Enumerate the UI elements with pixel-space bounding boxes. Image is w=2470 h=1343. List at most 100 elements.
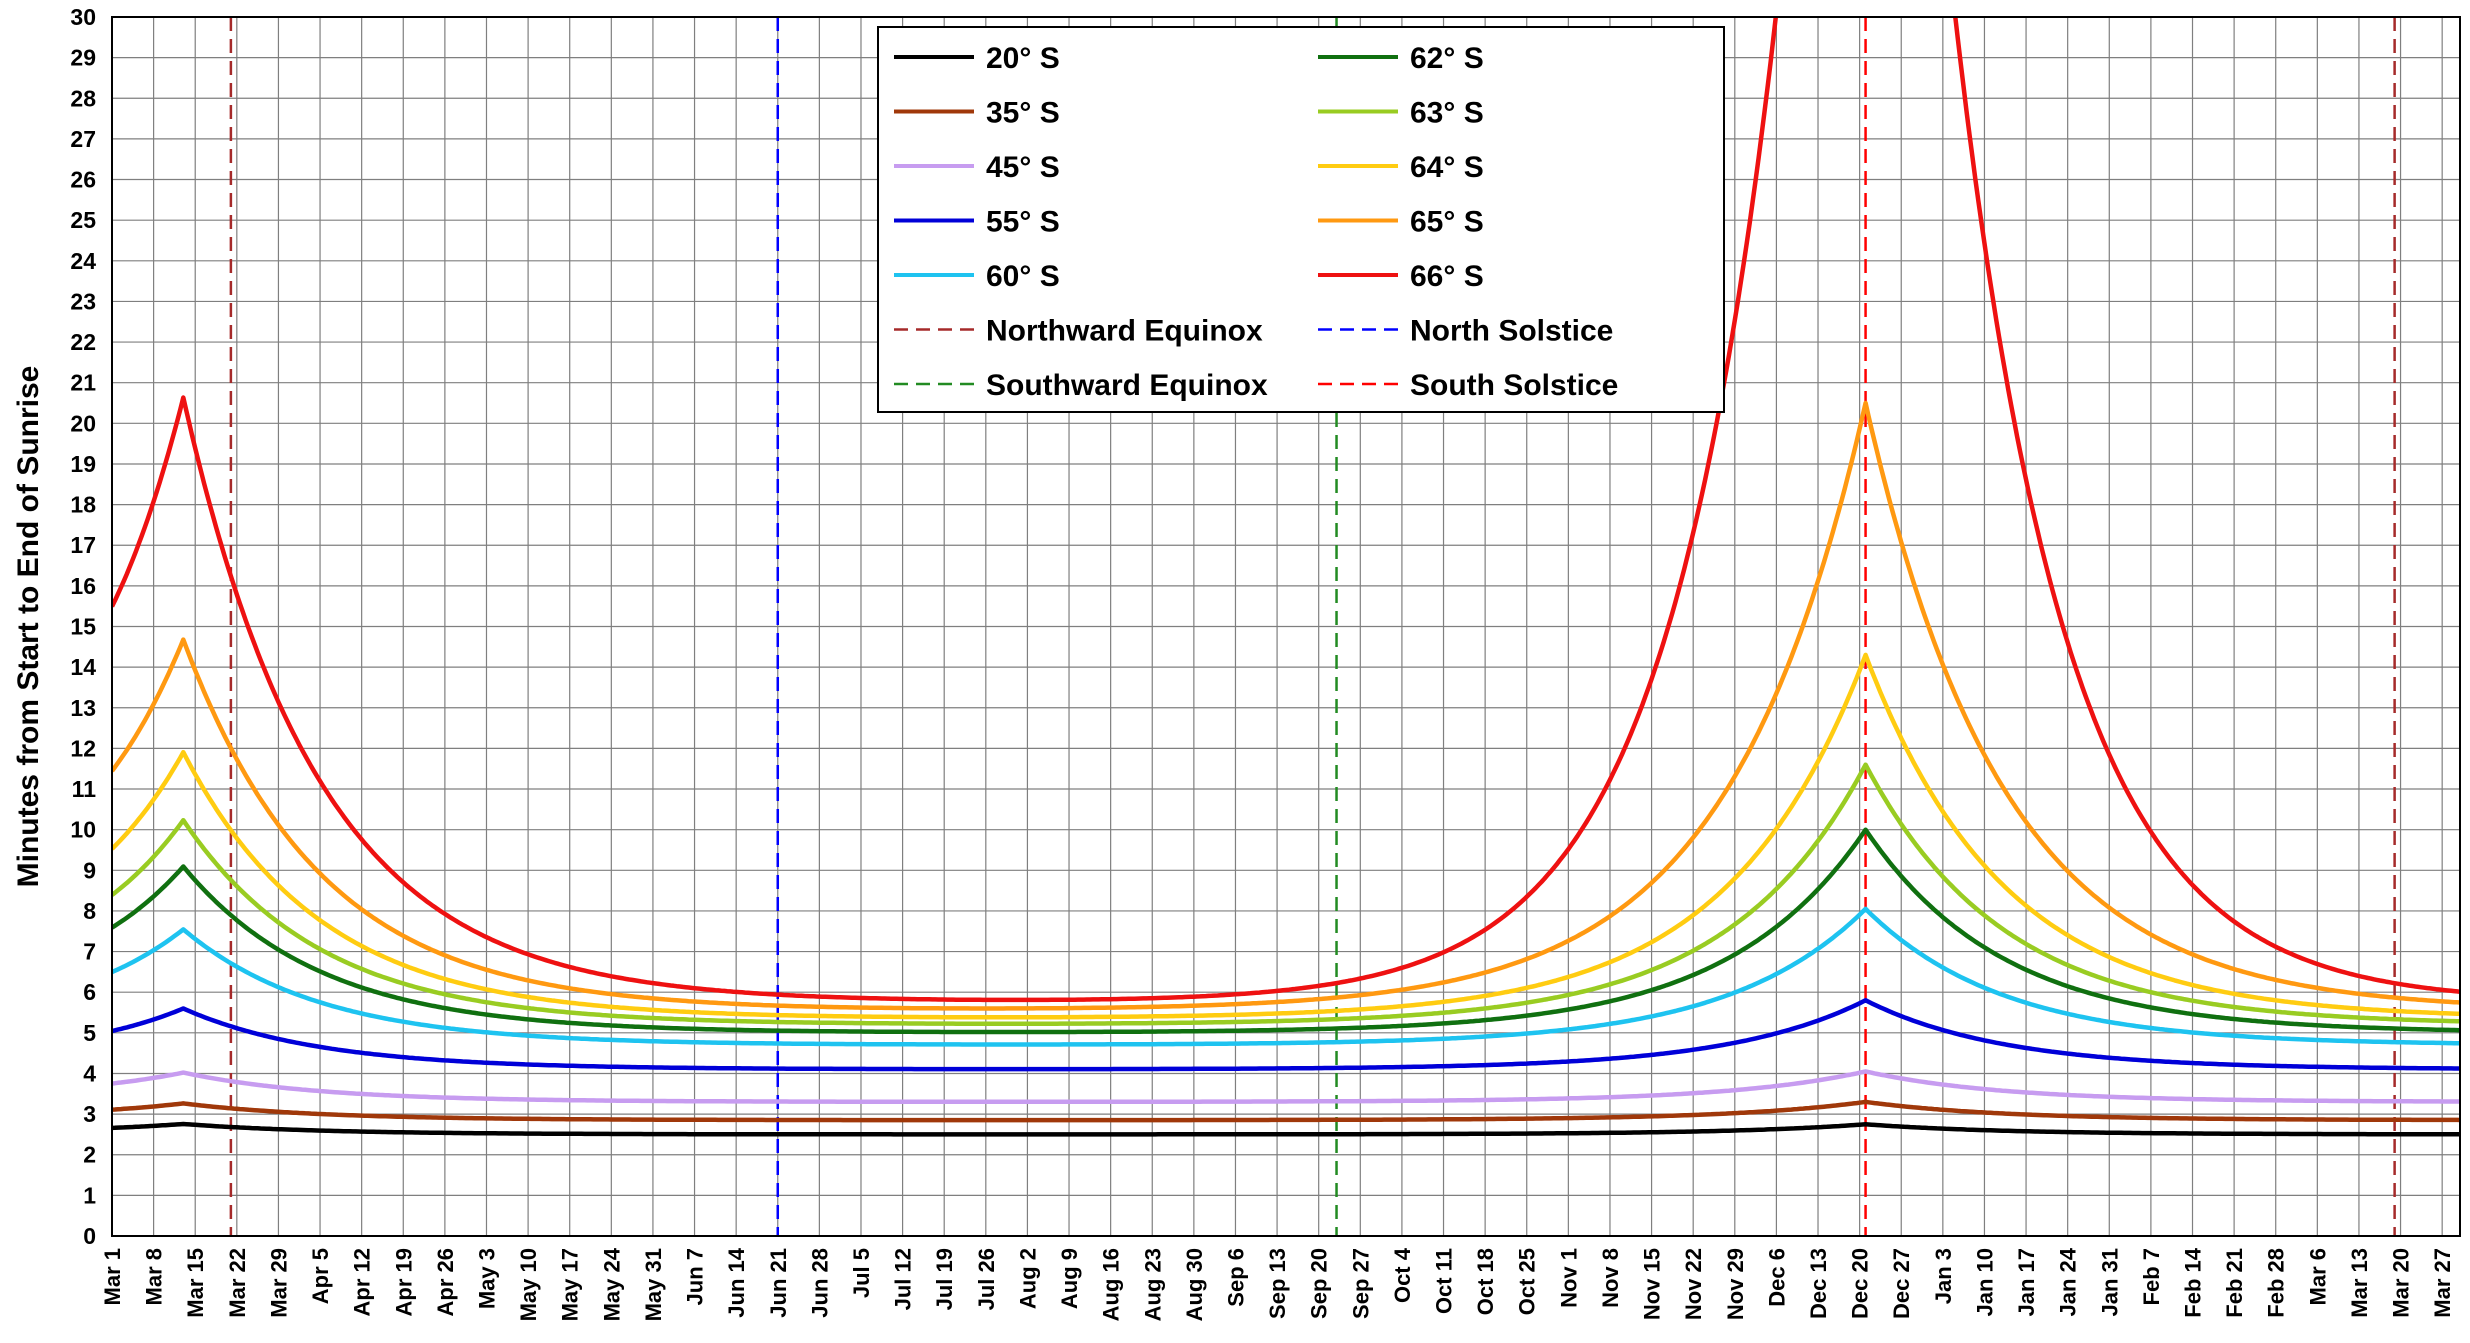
x-tick-label: Aug 30 [1182, 1248, 1207, 1321]
x-tick-label: Dec 13 [1806, 1248, 1831, 1319]
series-lines [112, 17, 2460, 1137]
series-line [112, 827, 2460, 1035]
x-tick-labels: Mar 1 Mar 8 Mar 15 Mar 22 Mar 29 Apr 5 Apr 12 A… [100, 1247, 2455, 1321]
x-tick-label: Jan 3 [1931, 1248, 1956, 1304]
series-line [112, 17, 2460, 1003]
x-tick-label: Feb 14 [2181, 1247, 2206, 1317]
y-tick-label: 17 [70, 532, 96, 558]
y-tick-label: 19 [70, 451, 96, 477]
y-tick-label: 3 [83, 1101, 96, 1127]
x-tick-label: Feb 28 [2264, 1248, 2289, 1318]
plot-frame [111, 16, 2461, 1237]
x-tick-label: Mar 22 [225, 1248, 250, 1318]
x-tick-label: Aug 23 [1140, 1248, 1165, 1321]
x-tick-label: Aug 2 [1015, 1248, 1040, 1309]
series-line [112, 762, 2460, 1026]
y-tick-label: 8 [83, 898, 96, 924]
x-tick-label: Oct 4 [1390, 1247, 1415, 1303]
legend-label: South Solstice [1410, 369, 1618, 402]
y-tick-label: 26 [70, 167, 96, 193]
x-tick-label: Jul 19 [932, 1248, 957, 1310]
y-tick-label: 30 [70, 4, 96, 30]
y-axis-label: Minutes from Start to End of Sunrise [12, 366, 45, 888]
y-tick-label: 13 [70, 695, 96, 721]
y-tick-label: 24 [70, 248, 96, 274]
x-tick-label: Mar 13 [2347, 1248, 2372, 1318]
x-tick-label: Mar 8 [142, 1248, 167, 1305]
y-tick-label: 4 [83, 1060, 96, 1086]
x-tick-label: Jun 28 [807, 1248, 832, 1318]
x-tick-label: Nov 29 [1723, 1248, 1748, 1320]
legend-box [877, 26, 1725, 413]
y-tick-label: 2 [83, 1142, 96, 1168]
x-tick-label: Jun 14 [724, 1247, 749, 1317]
x-tick-label: Oct 25 [1515, 1248, 1540, 1315]
legend-label: 60° S [986, 260, 1060, 293]
x-tick-label: Feb 21 [2222, 1248, 2247, 1318]
x-tick-label: May 10 [516, 1248, 541, 1321]
y-tick-label: 6 [83, 979, 96, 1005]
legend-label: 45° S [986, 151, 1060, 184]
y-tick-label: 27 [70, 126, 96, 152]
x-tick-label: Jul 26 [974, 1248, 999, 1310]
y-tick-label: 9 [83, 857, 96, 883]
y-tick-label: 29 [70, 45, 96, 71]
x-tick-label: Dec 27 [1889, 1248, 1914, 1319]
x-tick-label: Mar 27 [2430, 1248, 2455, 1318]
series-line [112, 1121, 2460, 1137]
y-tick-label: 25 [70, 207, 96, 233]
legend-label: 64° S [1410, 151, 1484, 184]
legend-label: 63° S [1410, 97, 1484, 130]
legend-label: 62° S [1410, 42, 1484, 75]
series-line [112, 652, 2460, 1020]
x-tick-label: Mar 1 [100, 1248, 125, 1305]
x-tick-label: Mar 20 [2389, 1248, 2414, 1318]
x-tick-label: Jul 5 [849, 1248, 874, 1298]
x-tick-label: Jul 12 [891, 1248, 916, 1310]
legend: 20° S 62° S 35° S 63° S 45° S 64° S 55° S 65° S… [877, 26, 1725, 413]
x-tick-label: Sep 27 [1348, 1248, 1373, 1319]
y-tick-label: 7 [83, 939, 96, 965]
x-tick-label: Dec 6 [1764, 1248, 1789, 1307]
series-line [112, 400, 2460, 1011]
y-tick-labels: 0123456789101112131415161718192021222324… [70, 4, 96, 1249]
x-tick-label: Sep 13 [1265, 1248, 1290, 1319]
y-tick-label: 28 [70, 85, 96, 111]
x-tick-label: Apr 26 [433, 1248, 458, 1316]
x-tick-label: Apr 5 [308, 1248, 333, 1304]
x-tick-label: May 24 [599, 1247, 624, 1321]
x-tick-label: Jan 10 [1972, 1248, 1997, 1317]
y-tick-label: 23 [70, 288, 96, 314]
x-tick-label: Oct 11 [1432, 1248, 1457, 1314]
x-tick-label: Jan 17 [2014, 1248, 2039, 1317]
series-line [112, 998, 2460, 1072]
x-tick-label: Jun 21 [766, 1248, 791, 1318]
x-tick-label: Nov 8 [1598, 1248, 1623, 1308]
legend-label: 66° S [1410, 260, 1484, 293]
y-tick-label: 1 [83, 1182, 96, 1208]
legend-label: Northward Equinox [986, 315, 1263, 348]
x-tick-label: Dec 20 [1848, 1248, 1873, 1319]
legend-label: 20° S [986, 42, 1060, 75]
x-tick-label: Apr 19 [391, 1248, 416, 1316]
y-tick-label: 20 [70, 410, 96, 436]
x-tick-label: Aug 16 [1099, 1248, 1124, 1321]
y-tick-label: 21 [70, 370, 96, 396]
y-tick-label: 22 [70, 329, 96, 355]
x-tick-label: Apr 12 [350, 1248, 375, 1316]
y-tick-label: 18 [70, 492, 96, 518]
x-tick-label: Mar 29 [266, 1248, 291, 1318]
x-tick-label: Mar 15 [183, 1248, 208, 1318]
y-tick-label: 0 [83, 1223, 96, 1249]
legend-label: 65° S [1410, 206, 1484, 239]
y-tick-label: 5 [83, 1020, 96, 1046]
x-tick-label: Jan 31 [2097, 1248, 2122, 1317]
x-tick-label: Mar 6 [2305, 1248, 2330, 1305]
x-tick-label: May 3 [474, 1248, 499, 1309]
series-line [112, 906, 2460, 1047]
legend-label: North Solstice [1410, 315, 1613, 348]
legend-label: 55° S [986, 206, 1060, 239]
x-tick-label: Feb 7 [2139, 1248, 2164, 1305]
series-line [112, 1069, 2460, 1105]
